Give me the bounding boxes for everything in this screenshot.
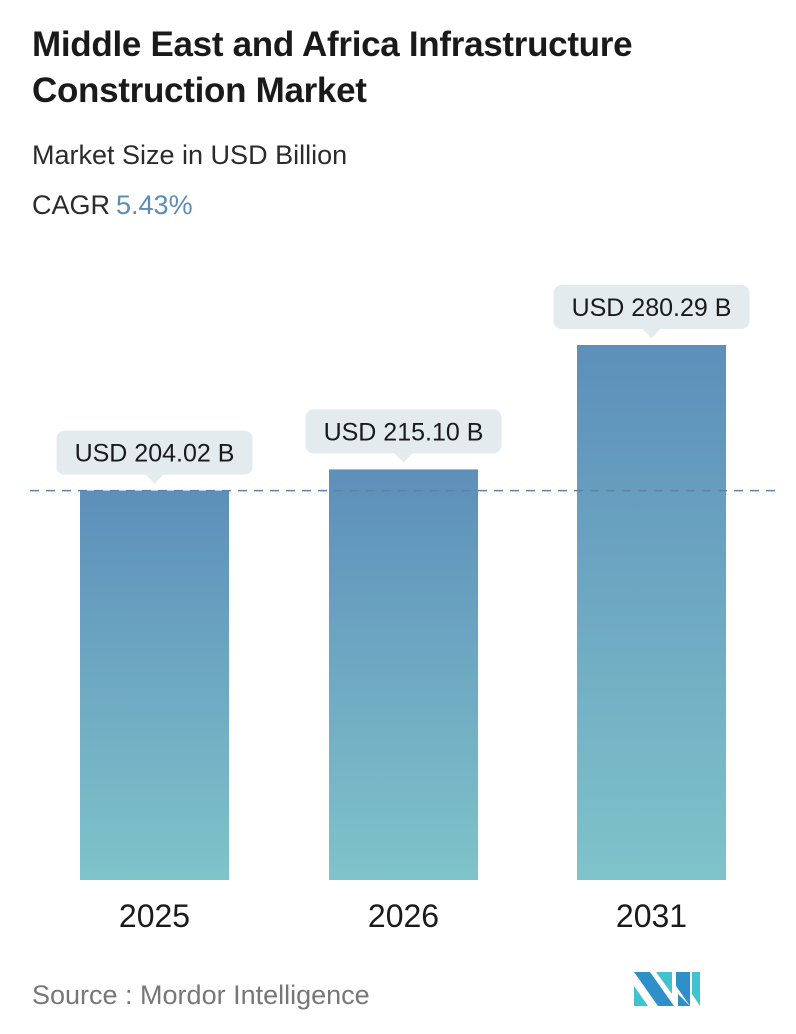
bar-2025 (80, 490, 229, 880)
x-tick-label: 2026 (368, 898, 439, 934)
cagr-label: CAGR (32, 190, 111, 220)
source-text: Source : Mordor Intelligence (32, 980, 370, 1010)
data-label-pointer (394, 453, 413, 463)
data-label-bubble (56, 430, 253, 475)
cagr-value: 5.43% (116, 190, 193, 220)
data-label: USD 204.02 B (75, 440, 235, 468)
bar-chart: USD 204.02 B 2025 USD 215.10 B 2026 USD 280.… (30, 285, 782, 934)
bar-2031 (577, 345, 726, 880)
data-label: USD 215.10 B (324, 418, 484, 446)
cagr: CAGR 5.43% (32, 190, 193, 221)
x-tick-label: 2025 (119, 898, 190, 934)
bar-2026 (329, 469, 478, 880)
mordor-intelligence-logo (634, 972, 700, 1006)
x-tick-label: 2031 (616, 898, 687, 934)
data-label: USD 280.29 B (572, 294, 732, 322)
data-label-bubble (553, 285, 750, 329)
chart-title: Middle East and Africa Infrastructure Co… (32, 25, 633, 110)
chart-subtitle: Market Size in USD Billion (32, 140, 348, 170)
data-label-bubble (305, 409, 502, 454)
data-label-pointer (642, 329, 661, 338)
data-label-pointer (145, 474, 164, 484)
